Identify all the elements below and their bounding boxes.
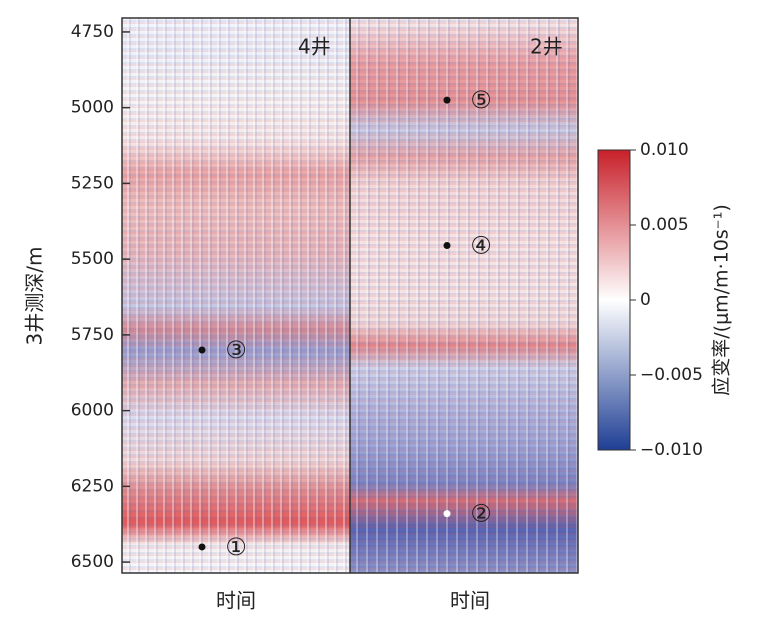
heatmap-texture (350, 18, 578, 573)
y-axis-label: 3井测深/m (23, 247, 47, 346)
colorbar-label: 应变率/(μm/m·10s⁻¹) (711, 204, 733, 396)
annotation-label: ② (470, 500, 492, 528)
annotation-label: ① (225, 533, 247, 561)
colorbar-tick-label: 0 (640, 290, 651, 310)
y-tick-label: 5500 (71, 249, 114, 269)
annotation-point (198, 346, 206, 354)
x-axis-label: 时间 (216, 589, 256, 613)
colorbar-tick-label: −0.010 (640, 440, 703, 460)
colorbar (597, 149, 631, 451)
y-tick-label: 4750 (71, 22, 114, 42)
y-tick-label: 5250 (71, 173, 114, 193)
x-axis-label: 时间 (450, 589, 490, 613)
colorbar-tick-label: −0.005 (640, 365, 703, 385)
colorbar-tick-label: 0.005 (640, 215, 689, 235)
annotation-label: ③ (225, 336, 247, 364)
annotation-point (443, 510, 451, 518)
annotation-label: ⑤ (470, 86, 492, 114)
annotation-label: ④ (470, 232, 492, 260)
panel-title: 2井 (530, 35, 563, 59)
y-tick-label: 6500 (71, 552, 114, 572)
annotation-point (198, 543, 206, 551)
colorbar-tick-label: 0.010 (640, 140, 689, 160)
panel-title: 4井 (298, 35, 331, 59)
y-tick-label: 5750 (71, 325, 114, 345)
y-tick-label: 6000 (71, 401, 114, 421)
annotation-point (443, 96, 451, 104)
heatmap-texture (122, 18, 350, 573)
annotation-point (443, 242, 451, 250)
y-tick-label: 6250 (71, 476, 114, 496)
y-tick-label: 5000 (71, 98, 114, 118)
